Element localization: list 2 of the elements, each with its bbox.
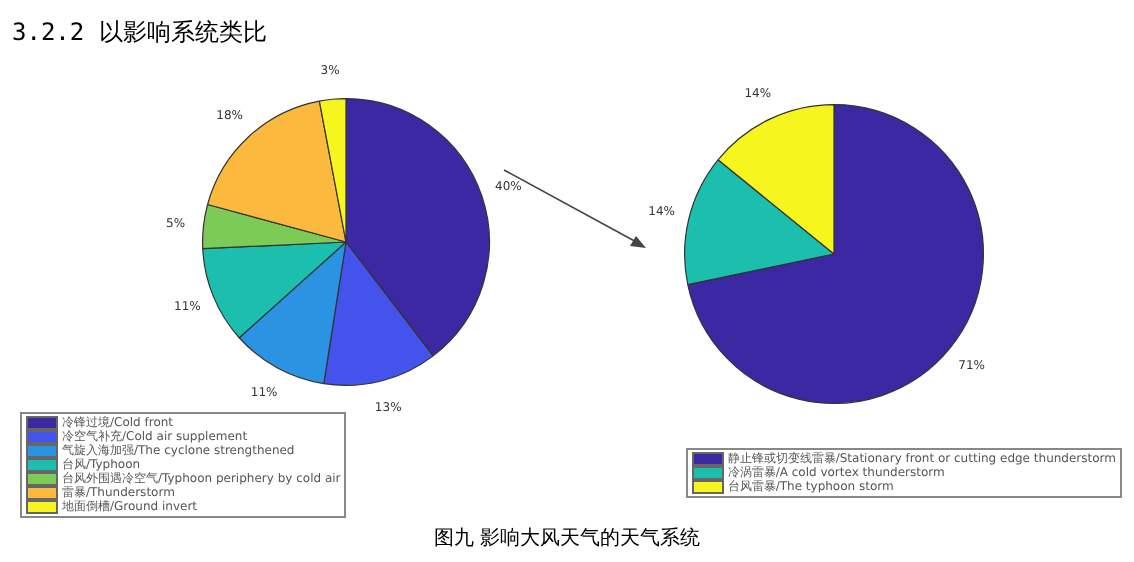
chart-title: 3.2.2 以影响系统类比: [12, 16, 267, 50]
text: 图九 影响大风天气的天气系统: [431, 525, 703, 552]
